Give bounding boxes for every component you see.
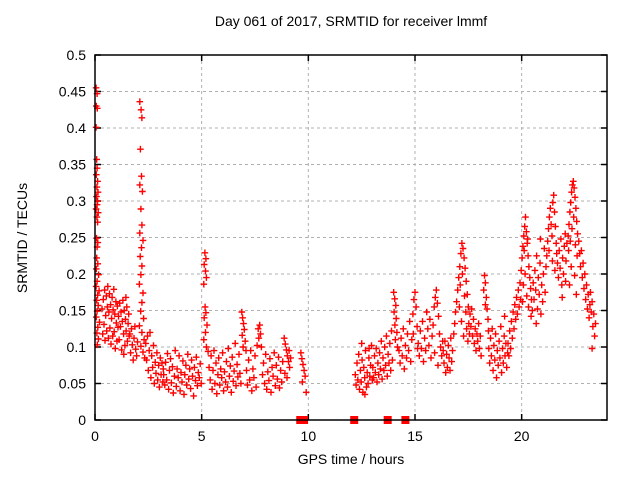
y-tick-label: 0.4 <box>67 120 87 136</box>
y-tick-label: 0.5 <box>67 47 87 63</box>
x-tick-label: 15 <box>407 428 423 444</box>
y-tick-label: 0.3 <box>67 193 87 209</box>
scatter-points <box>92 84 599 400</box>
x-tick-label: 20 <box>514 428 530 444</box>
y-tick-label: 0.35 <box>59 157 86 173</box>
y-tick-label: 0.2 <box>67 266 87 282</box>
y-tick-label: 0.1 <box>67 339 87 355</box>
x-tick-label: 10 <box>301 428 317 444</box>
plot-border <box>94 54 608 421</box>
y-tick-label: 0.15 <box>59 303 86 319</box>
y-tick-label: 0.25 <box>59 230 86 246</box>
y-tick-label: 0.05 <box>59 376 86 392</box>
x-tick-label: 0 <box>91 428 99 444</box>
y-tick-label: 0.45 <box>59 84 86 100</box>
x-tick-label: 5 <box>198 428 206 444</box>
x-axis-label: GPS time / hours <box>297 451 405 467</box>
y-tick-label: 0 <box>78 412 86 428</box>
chart-title: Day 061 of 2017, SRMTID for receiver lmm… <box>214 13 488 29</box>
